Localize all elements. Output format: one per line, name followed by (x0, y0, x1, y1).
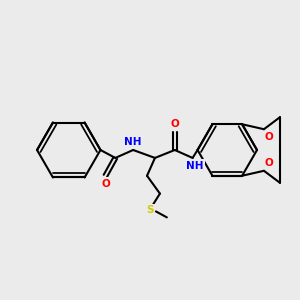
Text: NH: NH (124, 137, 142, 147)
Text: NH: NH (186, 161, 203, 171)
Text: O: O (101, 179, 110, 189)
Text: S: S (146, 206, 154, 215)
Text: O: O (265, 132, 273, 142)
Text: O: O (265, 158, 273, 168)
Text: O: O (170, 119, 179, 129)
